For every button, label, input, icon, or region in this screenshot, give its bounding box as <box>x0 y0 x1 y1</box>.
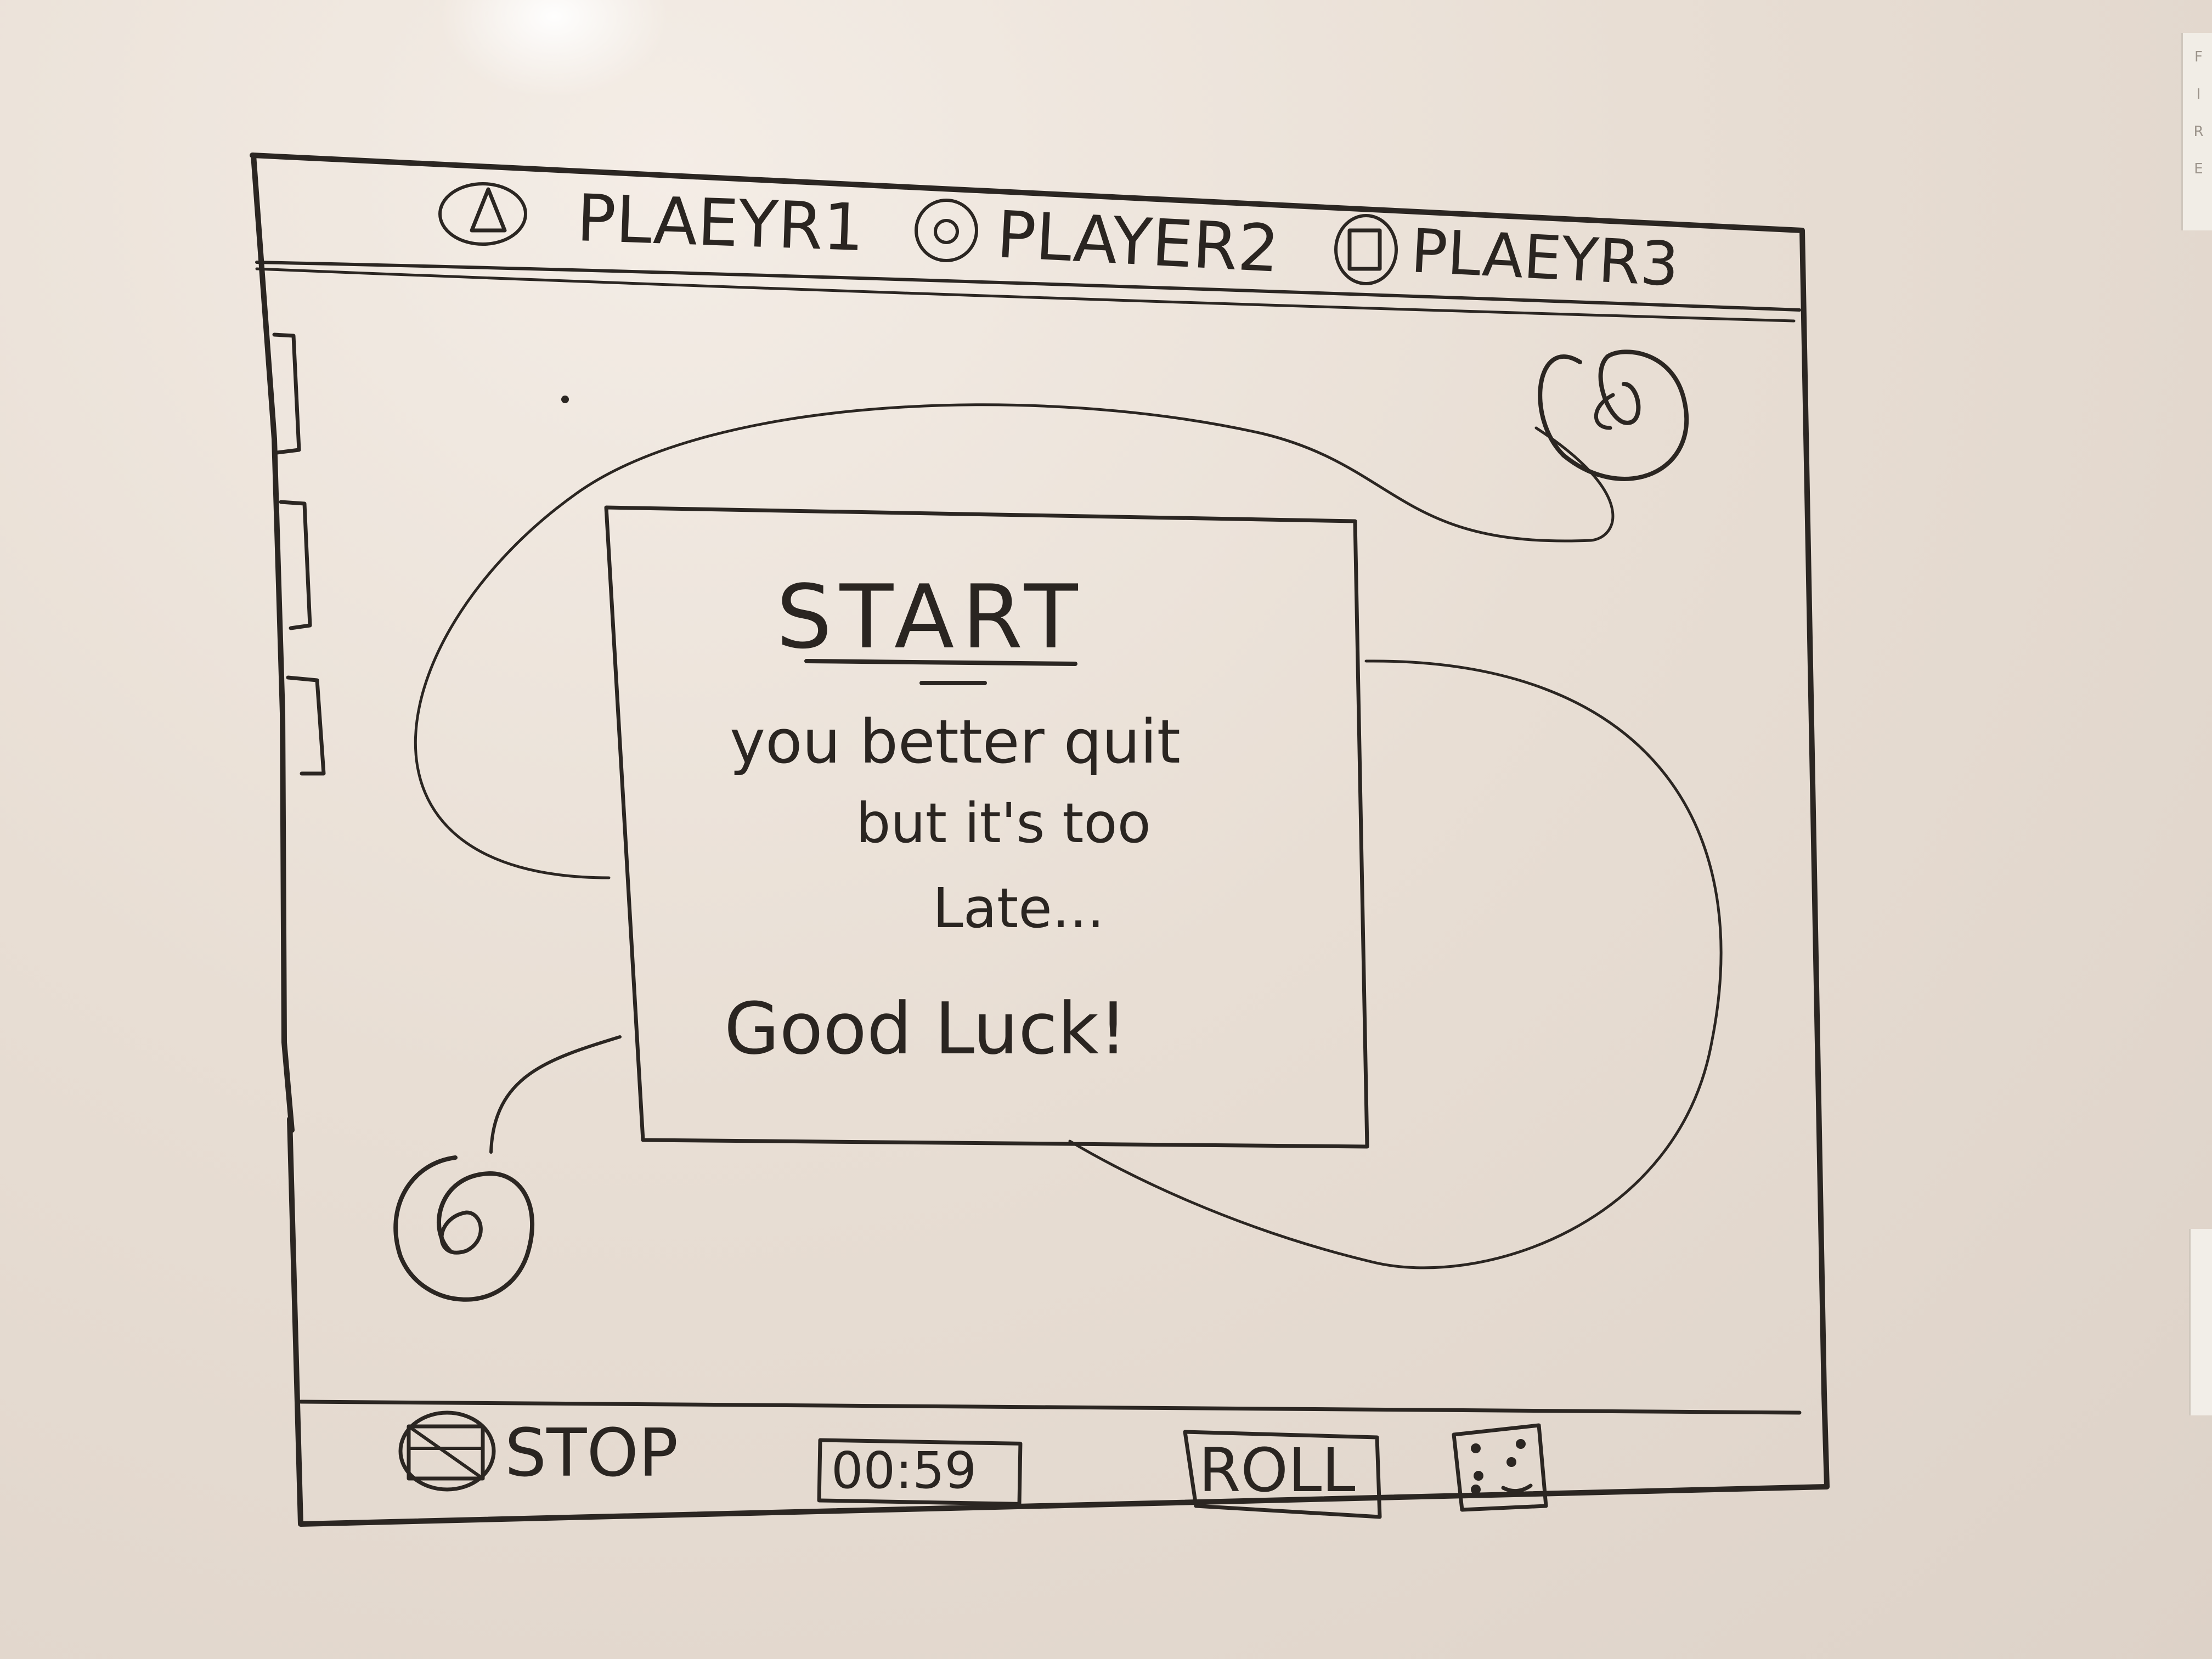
stop-icon <box>407 1424 485 1481</box>
player-2[interactable]: PLAYER2 <box>915 196 1281 287</box>
board-path-lower <box>1068 659 1723 1269</box>
board-path-top-edge <box>255 267 1796 323</box>
spiral-icon <box>393 1155 534 1302</box>
side-tab[interactable] <box>279 500 312 630</box>
triangle-icon-ring <box>438 182 527 246</box>
start-dialog: START you better quit but it's too Late.… <box>604 505 1369 1149</box>
wall-label-strip: F I R E <box>2181 33 2212 230</box>
dice-icon <box>1452 1423 1548 1512</box>
stop-icon-cross <box>407 1425 484 1480</box>
game-board-path <box>255 267 1796 1269</box>
dice-pip-line <box>1501 1483 1533 1493</box>
board-path-upper <box>414 403 1615 879</box>
player-1[interactable]: PLAEYR1 <box>438 180 866 266</box>
wall-label-letter: I <box>2196 86 2201 103</box>
header-divider <box>255 261 1801 312</box>
spiral-icon-inner <box>1594 393 1615 430</box>
side-tabs <box>272 332 326 776</box>
wall-label-letter: E <box>2194 161 2203 177</box>
dice-pip <box>1471 1485 1481 1494</box>
timer-text: 00:59 <box>831 1441 977 1500</box>
dice-button[interactable] <box>1452 1423 1548 1512</box>
square-icon <box>1347 228 1382 271</box>
wall-label-letter: F <box>2194 49 2203 65</box>
player-3[interactable]: PLAEYR3 <box>1334 214 1681 300</box>
dialog-line-3: Late... <box>933 876 1104 940</box>
footer-divider <box>298 1400 1802 1415</box>
square-icon-ring <box>1334 214 1398 285</box>
player-name: PLAEYR3 <box>1409 216 1681 300</box>
stop-label: STOP <box>505 1415 678 1492</box>
stop-icon-ring <box>398 1410 496 1492</box>
dice-pip <box>1516 1439 1526 1449</box>
dice-pip <box>1506 1457 1516 1467</box>
stop-button[interactable]: STOP <box>398 1410 678 1492</box>
player-name: PLAEYR1 <box>575 180 866 266</box>
dialog-line-1: you better quit <box>730 707 1181 777</box>
circle-icon <box>934 219 959 244</box>
control-footer-bar: STOP 00:59 ROLL <box>298 1400 1802 1519</box>
roll-button[interactable]: ROLL <box>1183 1430 1382 1519</box>
dice-pip <box>1474 1471 1483 1481</box>
player-header-bar: PLAEYR1 PLAYER2 PLAEYR3 <box>255 180 1801 312</box>
wall-outlet <box>2189 1229 2212 1415</box>
board-path-start-link <box>489 1035 622 1154</box>
window-frame <box>250 153 1830 1527</box>
timer-display: 00:59 <box>817 1438 1023 1506</box>
dialog-frame <box>604 505 1369 1149</box>
marker-dot <box>561 396 569 403</box>
player-name: PLAYER2 <box>995 196 1281 287</box>
side-tab[interactable] <box>286 675 326 776</box>
circle-icon-ring <box>915 199 978 262</box>
dialog-greeting: Good Luck! <box>724 987 1127 1070</box>
wall-label-letter: R <box>2193 123 2204 140</box>
spiral-icon <box>1538 349 1689 481</box>
title-underline <box>804 659 1077 666</box>
spiral-portal-top-right[interactable] <box>1538 349 1689 481</box>
spiral-portal-bottom-left[interactable] <box>393 1155 534 1302</box>
dialog-line-2: but it's too <box>856 791 1151 855</box>
dialog-title: START <box>776 566 1086 668</box>
roll-button-frame <box>1183 1430 1382 1519</box>
roll-label: ROLL <box>1199 1435 1356 1505</box>
side-tab[interactable] <box>272 332 301 455</box>
triangle-icon <box>470 187 507 233</box>
spiral-icon-inner <box>439 1210 483 1255</box>
dice-pip <box>1471 1443 1481 1453</box>
timer-box <box>817 1438 1023 1506</box>
